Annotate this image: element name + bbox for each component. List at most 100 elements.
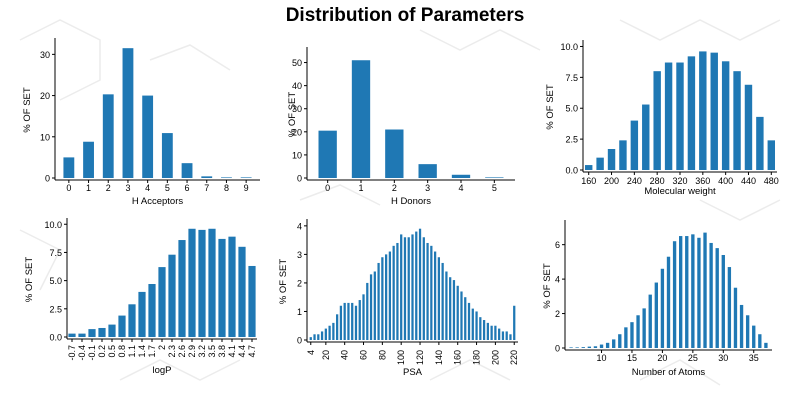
bar <box>201 176 213 178</box>
y-tick-label: 5.0 <box>565 104 578 114</box>
x-tick-label: 160 <box>453 350 463 365</box>
bar <box>441 262 444 340</box>
y-tick-label: 2 <box>555 309 560 319</box>
bar <box>709 242 713 348</box>
bar <box>400 234 403 340</box>
y-tick-label: 50 <box>292 58 302 68</box>
x-tick-label: 160 <box>581 176 596 186</box>
bar <box>208 228 216 337</box>
bar <box>584 165 593 170</box>
bar <box>703 232 707 348</box>
bar <box>630 322 634 348</box>
bar <box>309 337 312 340</box>
x-axis-title: H Donors <box>391 196 431 207</box>
bar <box>697 237 701 348</box>
x-tick-label: 1.7 <box>147 345 157 358</box>
bar <box>122 48 134 178</box>
bar <box>612 339 616 348</box>
bar <box>430 245 433 340</box>
x-tick-label: 40 <box>340 350 350 360</box>
y-tick-label: 5.0 <box>49 276 62 286</box>
y-tick-label: 40 <box>292 81 302 91</box>
x-axis-title: H Acceptors <box>132 196 183 207</box>
chart-psa: 0 1 2 3 4 4 20 40 60 80 100 120 140 160 180 200 220 PSA % … <box>278 219 519 378</box>
x-tick-label: -0.7 <box>67 345 77 361</box>
bar <box>642 104 650 170</box>
bar <box>108 324 116 337</box>
bar <box>467 302 471 340</box>
bar <box>691 234 695 348</box>
x-tick-label: 10 <box>597 353 607 363</box>
bar <box>373 271 376 340</box>
x-tick-label: 3.8 <box>217 345 227 358</box>
bar <box>482 320 486 340</box>
bar <box>328 325 331 340</box>
bar <box>654 282 658 348</box>
bar <box>377 262 380 340</box>
bar <box>422 237 425 340</box>
y-tick-label: 2 <box>297 278 302 288</box>
bar <box>102 94 114 178</box>
bar <box>464 297 467 340</box>
y-axis-title: % OF SET <box>24 257 35 303</box>
bar <box>599 344 604 348</box>
bar <box>630 120 639 170</box>
x-tick-label: 4.7 <box>247 345 257 358</box>
x-tick-label: 7 <box>204 183 209 193</box>
x-tick-label: 3.5 <box>207 345 217 358</box>
y-tick-label: 2.5 <box>49 304 62 314</box>
bar <box>343 302 346 340</box>
bar <box>188 228 196 337</box>
x-tick-label: -0.1 <box>87 345 97 361</box>
x-tick-label: 1.1 <box>127 345 137 358</box>
bar <box>744 84 753 170</box>
bar <box>486 322 489 340</box>
bar <box>385 129 404 178</box>
bar <box>336 314 339 340</box>
bar <box>490 325 493 340</box>
x-tick-label: 9 <box>244 183 249 193</box>
bar <box>366 282 369 340</box>
x-tick-label: 80 <box>377 350 387 360</box>
x-tick-label: 3.2 <box>197 345 207 358</box>
x-tick-label: 6 <box>185 183 190 193</box>
y-tick-label: 6 <box>555 240 560 250</box>
bar <box>138 291 146 337</box>
chart-h-donors: 0 10 20 30 40 50 0 1 2 3 4 5 H Donors % OF SET <box>287 47 515 207</box>
bar <box>418 164 437 178</box>
bar <box>396 242 399 340</box>
x-tick-label: 440 <box>741 176 756 186</box>
bar <box>449 277 452 340</box>
y-tick-label: 7.5 <box>565 73 578 83</box>
y-tick-label: 10.0 <box>560 42 578 52</box>
bar <box>83 141 94 178</box>
bar <box>318 130 337 178</box>
x-tick-label: 280 <box>650 176 665 186</box>
bar <box>587 346 592 348</box>
bar <box>369 274 373 340</box>
bar <box>437 257 441 340</box>
bar <box>710 52 718 170</box>
x-tick-label: 0.5 <box>107 345 117 358</box>
bar <box>479 317 482 340</box>
bar <box>509 334 512 340</box>
bar <box>758 334 762 348</box>
bar <box>664 62 673 170</box>
bar <box>648 294 652 348</box>
x-tick-label: 1 <box>358 183 363 193</box>
bar <box>593 346 598 348</box>
x-tick-label: 4 <box>458 183 463 193</box>
x-tick-label: 8 <box>224 183 229 193</box>
bar <box>764 342 768 348</box>
bar <box>78 333 86 337</box>
bar <box>727 267 732 348</box>
bar <box>351 302 354 340</box>
bar <box>456 285 459 340</box>
x-tick-label: 0 <box>66 183 71 193</box>
bar <box>733 71 741 170</box>
bar <box>676 62 684 170</box>
bar <box>118 315 126 337</box>
bar <box>494 325 497 340</box>
x-tick-label: 0 <box>325 183 330 193</box>
